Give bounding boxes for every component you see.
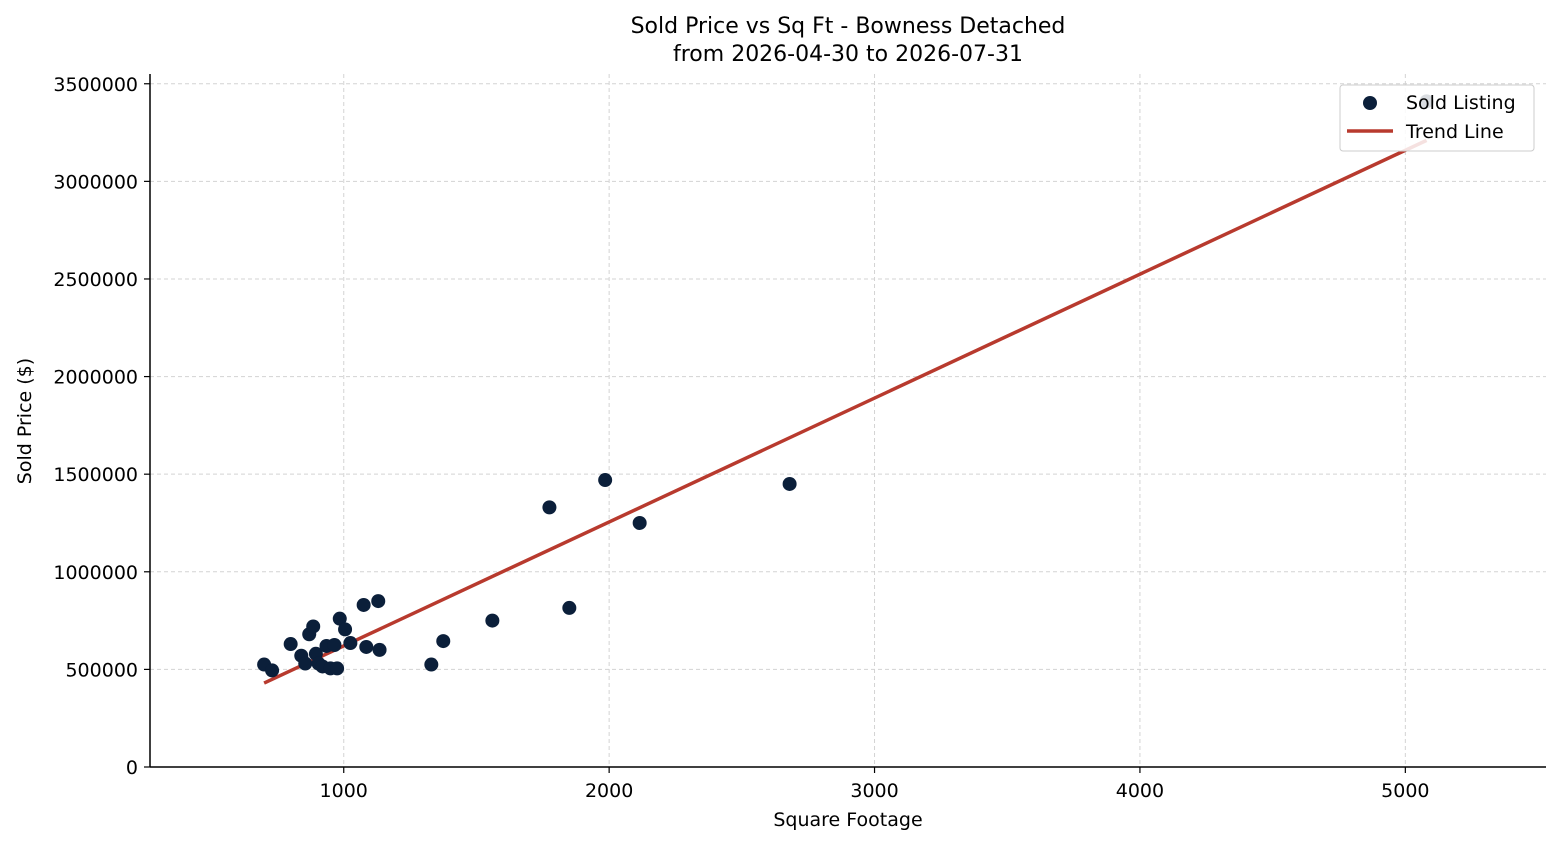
sold-listing-point [371,594,386,609]
sold-listing-point [283,637,298,652]
chart-title: Sold Price vs Sq Ft - Bowness Detached [631,14,1066,39]
x-tick-label: 1000 [320,780,368,802]
y-tick-label: 0 [126,757,138,779]
legend-label-trend-line: Trend Line [1405,121,1504,143]
sold-listing-point [372,642,387,657]
y-tick-label: 3500000 [53,74,138,96]
y-axis-ticks: 0 500000 1000000 1500000 2000000 2500000 30000… [53,74,150,779]
sold-listing-point [632,515,647,530]
legend-label-sold-listing: Sold Listing [1406,92,1516,114]
sold-listing-point [542,500,557,515]
y-axis-label: Sold Price ($) [14,358,36,484]
chart-subtitle: from 2026-04-30 to 2026-07-31 [673,42,1023,67]
sold-listing-point [598,473,613,488]
sold-listing-point [485,613,500,628]
axes [149,74,1546,768]
y-tick-label: 3000000 [53,171,138,193]
sold-listing-point [424,657,439,672]
legend-scatter-marker [1363,96,1377,110]
sold-listing-point [359,639,374,654]
y-tick-label: 1500000 [53,464,138,486]
sold-listing-point [332,611,347,626]
sold-listing-point [330,661,345,676]
sold-listing-point [298,656,313,671]
sold-listing-point [338,622,353,637]
sold-listing-point [436,634,451,649]
legend-box [1339,84,1535,152]
scatter-points [257,94,1434,678]
sold-listing-point [265,663,280,678]
y-tick-label: 2500000 [53,269,138,291]
x-tick-label: 2000 [585,780,633,802]
legend: Sold Listing Trend Line [1339,84,1535,152]
sold-listing-point [562,600,577,615]
x-axis-label: Square Footage [773,809,922,831]
grid [150,74,1546,767]
x-tick-label: 5000 [1381,780,1429,802]
sold-listing-point [356,597,371,612]
sold-listing-point [306,619,321,634]
sold-listing-point [327,637,342,652]
sold-listing-point [782,476,797,491]
trend-line-layer [263,138,1428,685]
trend-line [263,138,1428,685]
sold-listing-point [343,636,358,651]
y-tick-label: 1000000 [53,562,138,584]
x-axis-ticks: 1000 2000 3000 4000 5000 [320,767,1430,802]
x-tick-label: 4000 [1116,780,1164,802]
x-tick-label: 3000 [850,780,898,802]
y-tick-label: 2000000 [53,367,138,389]
y-tick-label: 500000 [65,659,138,681]
